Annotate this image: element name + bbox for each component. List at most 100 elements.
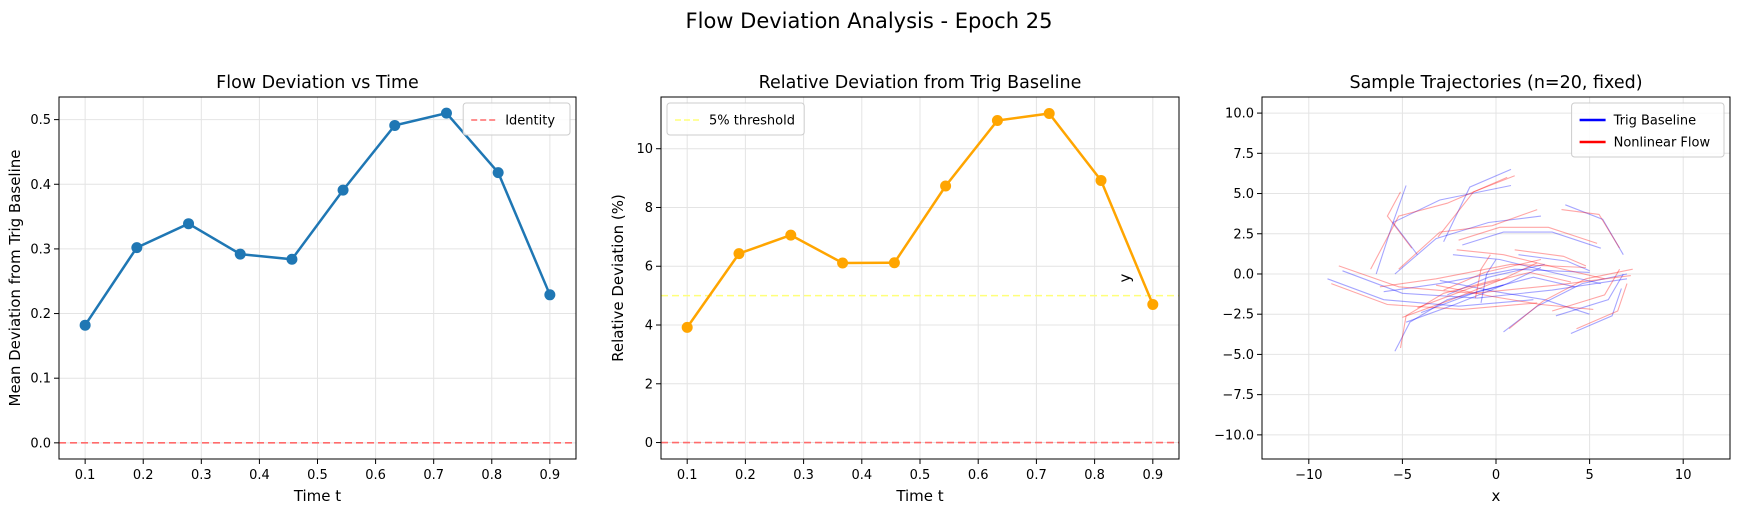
x-tick-label: 0.1 bbox=[677, 468, 698, 483]
legend-label: Nonlinear Flow bbox=[1614, 136, 1711, 151]
y-tick-label: 2 bbox=[645, 377, 653, 392]
trajectory-nonlinear-flow bbox=[1443, 258, 1542, 291]
y-tick-label: 7.5 bbox=[1233, 147, 1254, 162]
y-axis-label: Relative Deviation (%) bbox=[609, 194, 627, 362]
data-point bbox=[492, 167, 504, 179]
chart-panel-3: −10 −5 0 5 10 −10.0 −7.5 −5.0 −2.5 0.0 2.5 5.0 7.5 10… bbox=[1116, 73, 1731, 505]
chart-title: Flow Deviation vs Time bbox=[216, 73, 419, 93]
trajectory-nonlinear-flow bbox=[1386, 191, 1413, 249]
y-tick-label: 5.0 bbox=[1233, 187, 1254, 202]
trajectory-nonlinear-flow bbox=[1561, 209, 1621, 249]
plot-area bbox=[661, 107, 1179, 444]
x-tick-label: −10 bbox=[1295, 468, 1322, 483]
legend-label: Identity bbox=[505, 114, 555, 129]
chart-title: Sample Trajectories (n=20, fixed) bbox=[1349, 73, 1642, 93]
x-tick-label: 0.4 bbox=[851, 468, 872, 483]
y-tick-label: 8 bbox=[645, 201, 653, 216]
x-axis-label: Time t bbox=[293, 487, 341, 505]
trajectory-trig-baseline bbox=[1503, 273, 1628, 333]
x-tick-label: 0.8 bbox=[481, 468, 502, 483]
trajectory-trig-baseline bbox=[1443, 168, 1512, 243]
data-point bbox=[389, 119, 401, 131]
trajectory-trig-baseline bbox=[1405, 267, 1542, 323]
x-tick-label: 0.9 bbox=[1142, 468, 1163, 483]
x-tick-label: 5 bbox=[1585, 468, 1593, 483]
x-tick-label: 0.7 bbox=[1026, 468, 1047, 483]
data-point bbox=[286, 253, 298, 265]
x-tick-label: 0.6 bbox=[365, 468, 386, 483]
plot-area bbox=[59, 107, 576, 444]
trajectory-nonlinear-flow bbox=[1338, 265, 1631, 294]
y-axis-label: Mean Deviation from Trig Baseline bbox=[6, 149, 24, 406]
trajectory-nonlinear-flow bbox=[1576, 283, 1628, 330]
y-tick-label: 6 bbox=[645, 260, 653, 275]
figure-title: Flow Deviation Analysis - Epoch 25 bbox=[686, 9, 1053, 33]
data-point bbox=[544, 289, 556, 301]
y-tick-label: 0.1 bbox=[30, 372, 51, 387]
legend: Trig Baseline Nonlinear Flow bbox=[1571, 102, 1725, 158]
y-tick-label: 4 bbox=[645, 319, 653, 334]
y-tick-label: −7.5 bbox=[1222, 388, 1254, 403]
x-axis-label: Time t bbox=[895, 487, 943, 505]
y-tick-label: −10.0 bbox=[1214, 428, 1254, 443]
y-tick-label: 10 bbox=[636, 142, 653, 157]
legend-label: 5% threshold bbox=[709, 114, 795, 129]
series-line bbox=[84, 111, 552, 326]
data-point bbox=[991, 115, 1003, 127]
x-tick-label: 0.6 bbox=[968, 468, 989, 483]
y-tick-label: 0.2 bbox=[30, 307, 51, 322]
trajectory-nonlinear-flow bbox=[1399, 278, 1500, 349]
trajectory-trig-baseline bbox=[1462, 231, 1601, 249]
data-point bbox=[234, 248, 246, 260]
data-point bbox=[79, 319, 91, 331]
x-tick-label: 0.3 bbox=[793, 468, 814, 483]
x-tick-label: 0.5 bbox=[307, 468, 328, 483]
x-axis-label: x bbox=[1492, 487, 1501, 505]
x-tick-label: 0 bbox=[1492, 468, 1500, 483]
data-point bbox=[888, 257, 900, 269]
legend-box bbox=[462, 102, 571, 136]
trajectory-nonlinear-flow bbox=[1398, 209, 1538, 270]
series-line bbox=[686, 112, 1154, 329]
data-point bbox=[837, 257, 849, 269]
x-tick-label: 0.9 bbox=[540, 468, 561, 483]
data-point bbox=[1043, 107, 1055, 119]
trajectory-trig-baseline bbox=[1394, 215, 1541, 275]
trajectory-trig-baseline bbox=[1447, 263, 1545, 296]
x-tick-label: 0.1 bbox=[75, 468, 96, 483]
x-tick-label: 0.4 bbox=[249, 468, 270, 483]
trajectory-trig-baseline bbox=[1518, 254, 1590, 272]
trajectory-nonlinear-flow bbox=[1514, 249, 1587, 267]
trajectory-trig-baseline bbox=[1570, 288, 1622, 335]
trajectory-nonlinear-flow bbox=[1370, 176, 1508, 270]
x-tick-label: 0.8 bbox=[1084, 468, 1105, 483]
legend-box bbox=[666, 102, 805, 136]
y-tick-label: 0.5 bbox=[30, 113, 51, 128]
legend-box bbox=[1571, 102, 1725, 158]
trajectory-trig-baseline bbox=[1565, 204, 1624, 255]
x-tick-label: −5 bbox=[1393, 468, 1412, 483]
data-point bbox=[940, 180, 952, 192]
trajectory-trig-baseline bbox=[1394, 284, 1504, 352]
y-tick-label: 0.4 bbox=[30, 178, 51, 193]
trajectory-nonlinear-flow bbox=[1331, 283, 1538, 310]
y-tick-label: 0.0 bbox=[30, 436, 51, 451]
data-point bbox=[131, 242, 143, 254]
x-tick-label: 0.3 bbox=[191, 468, 212, 483]
data-point bbox=[733, 248, 745, 260]
trajectory-nonlinear-flow bbox=[1435, 284, 1594, 310]
data-point bbox=[681, 321, 693, 333]
trajectory-trig-baseline bbox=[1439, 279, 1590, 315]
trajectory-trig-baseline bbox=[1342, 270, 1628, 299]
x-tick-label: 0.2 bbox=[133, 468, 154, 483]
data-point bbox=[785, 229, 797, 241]
trajectory-nonlinear-flow bbox=[1458, 226, 1598, 244]
y-tick-label: 10.0 bbox=[1225, 107, 1254, 122]
legend: Identity bbox=[462, 102, 571, 136]
trajectory-trig-baseline bbox=[1383, 268, 1590, 293]
chart-panel-1: 0.1 0.2 0.3 0.4 0.5 0.6 0.7 0.8 0.9 0.0 0.1 0.2 0.3 0… bbox=[6, 73, 577, 505]
data-point bbox=[1095, 174, 1107, 186]
trajectory-nonlinear-flow bbox=[1437, 175, 1515, 238]
trajectory-nonlinear-flow bbox=[1402, 262, 1538, 318]
